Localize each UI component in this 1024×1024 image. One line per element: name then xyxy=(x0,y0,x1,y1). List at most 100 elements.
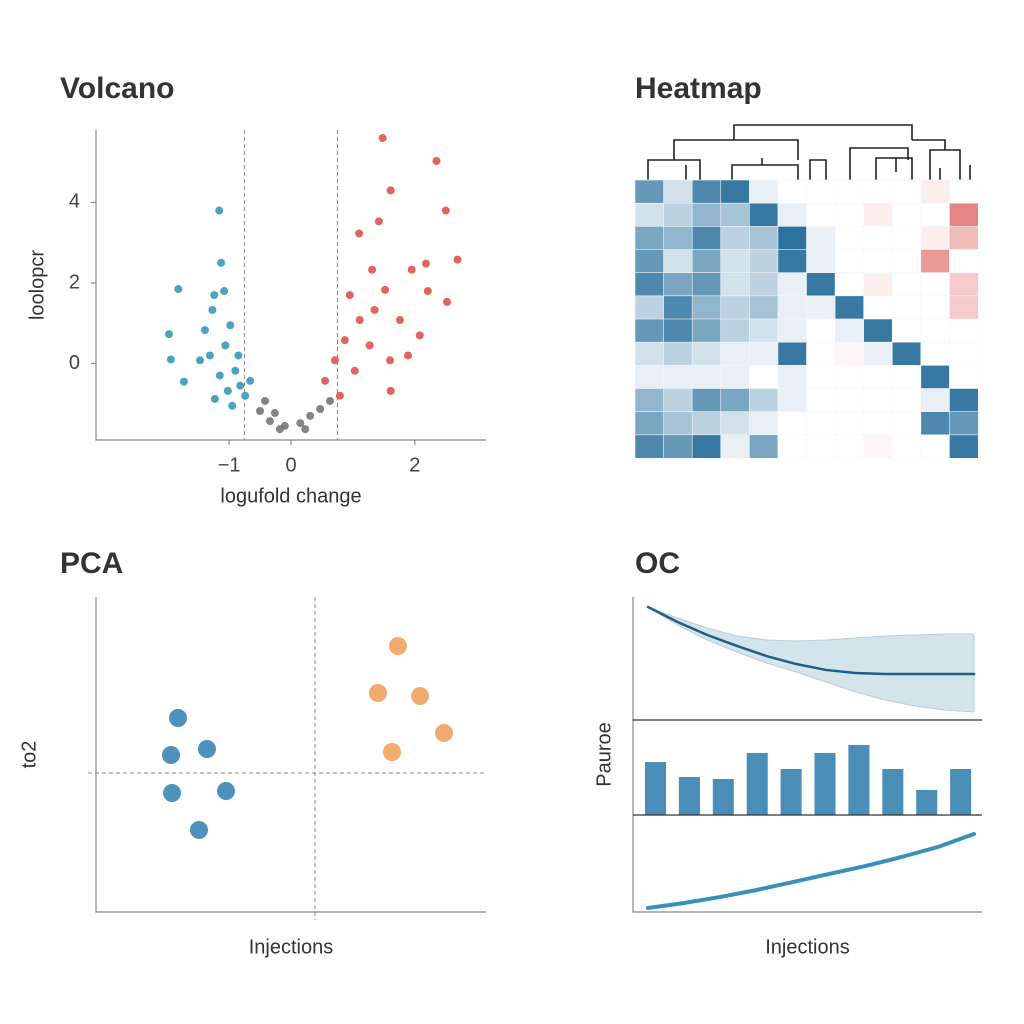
axis-line xyxy=(632,597,982,913)
heatmap-cell xyxy=(834,295,865,320)
point xyxy=(215,206,224,215)
heatmap-cell xyxy=(949,434,979,459)
heatmap-cell xyxy=(749,365,779,390)
heatmap-cell xyxy=(777,295,808,320)
heatmap-cell xyxy=(777,318,808,343)
point xyxy=(423,287,432,296)
heatmap-cell xyxy=(863,179,893,204)
heatmap-cell xyxy=(863,365,893,390)
point xyxy=(241,391,250,400)
chart-title: Volcano xyxy=(60,72,174,105)
point xyxy=(389,637,407,655)
point xyxy=(453,255,462,264)
bar xyxy=(916,790,938,815)
point xyxy=(169,709,187,727)
heatmap-cell xyxy=(806,295,836,320)
heatmap-cell xyxy=(691,318,722,343)
y-axis-label: to2 xyxy=(18,741,40,769)
heatmap-cell xyxy=(663,341,693,366)
heatmap-cell xyxy=(806,272,836,297)
point xyxy=(234,351,243,360)
heatmap-cell xyxy=(920,341,951,366)
heatmap-cell xyxy=(663,202,693,227)
y-tick-label: 2 xyxy=(69,271,80,293)
point xyxy=(208,305,217,314)
heatmap-cell xyxy=(749,434,779,459)
heatmap-cell xyxy=(634,295,665,320)
point xyxy=(335,391,344,400)
heatmap-cell xyxy=(720,249,750,274)
point xyxy=(350,366,359,375)
bar xyxy=(780,769,802,815)
heatmap-cell xyxy=(806,341,836,366)
heatmap-cell xyxy=(720,411,750,436)
point xyxy=(381,285,390,294)
heatmap-cell xyxy=(749,226,779,251)
heatmap-cell xyxy=(749,295,779,320)
heatmap-cell xyxy=(720,179,750,204)
heatmap-cell xyxy=(920,365,951,390)
heatmap-cell xyxy=(949,388,979,413)
heatmap-cell xyxy=(834,434,865,459)
point xyxy=(210,291,219,300)
heatmap-cell xyxy=(663,295,693,320)
heatmap-cell xyxy=(863,295,893,320)
heatmap-cell xyxy=(891,272,922,297)
heatmap-cell xyxy=(634,249,665,274)
heatmap-cell xyxy=(720,365,750,390)
point xyxy=(174,285,183,294)
heatmap-cell xyxy=(863,341,893,366)
point xyxy=(411,687,429,705)
chart-title: PCA xyxy=(60,547,123,580)
heatmap-cell xyxy=(749,202,779,227)
x-axis-label: Injections xyxy=(765,936,850,958)
point xyxy=(256,407,265,416)
heatmap-cell xyxy=(663,179,693,204)
bar xyxy=(848,744,870,815)
heatmap-cell xyxy=(920,202,951,227)
point xyxy=(165,330,174,339)
chart-title: OC xyxy=(635,547,680,580)
heatmap-cell xyxy=(863,434,893,459)
point xyxy=(386,356,395,365)
point xyxy=(321,376,330,385)
heatmap-cell xyxy=(777,411,808,436)
heatmap-cell xyxy=(691,295,722,320)
heatmap-cell xyxy=(806,249,836,274)
heatmap-cell xyxy=(891,388,922,413)
point xyxy=(345,291,354,300)
point xyxy=(355,229,364,238)
point xyxy=(228,401,237,410)
point xyxy=(370,305,379,314)
heatmap-cell xyxy=(920,318,951,343)
heatmap-cell xyxy=(891,226,922,251)
heatmap-cell xyxy=(806,202,836,227)
heatmap-cell xyxy=(891,318,922,343)
bar xyxy=(678,777,700,815)
point xyxy=(369,684,387,702)
heatmap-cell xyxy=(691,226,722,251)
heatmap-cell xyxy=(634,179,665,204)
heatmap-cell xyxy=(691,202,722,227)
heatmap-cell xyxy=(806,179,836,204)
point xyxy=(340,336,349,345)
heatmap-cell xyxy=(806,226,836,251)
heatmap-cell xyxy=(863,411,893,436)
point xyxy=(296,419,305,428)
heatmap-cell xyxy=(777,226,808,251)
heatmap-cell xyxy=(634,202,665,227)
heatmap-cell xyxy=(949,249,979,274)
point xyxy=(421,259,430,268)
heatmap-cell xyxy=(949,318,979,343)
heatmap-cell xyxy=(949,411,979,436)
heatmap-cell xyxy=(691,249,722,274)
heatmap-cell xyxy=(806,388,836,413)
heatmap-cell xyxy=(806,365,836,390)
point xyxy=(365,341,374,350)
heatmap-cell xyxy=(663,226,693,251)
point xyxy=(443,297,451,306)
heatmap-cell xyxy=(834,272,865,297)
dendrogram xyxy=(647,124,971,180)
heatmap-cell xyxy=(863,202,893,227)
